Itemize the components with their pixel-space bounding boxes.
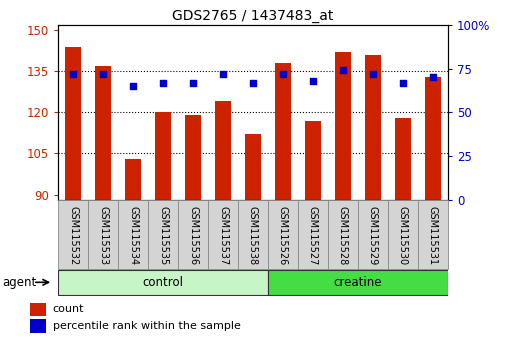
Bar [58,270,268,295]
Text: GSM115534: GSM115534 [128,206,138,265]
Bar [155,113,171,200]
Bar [274,63,291,200]
Bar [268,270,447,295]
Text: percentile rank within the sample: percentile rank within the sample [53,321,240,331]
Text: GSM115537: GSM115537 [218,206,228,265]
Bar [424,77,440,200]
Point [129,83,137,89]
Text: GSM115536: GSM115536 [188,206,197,265]
Text: GSM115538: GSM115538 [247,206,258,265]
Point [248,80,257,85]
Point [278,71,286,77]
Text: agent: agent [3,276,37,289]
Text: GSM115528: GSM115528 [337,206,347,265]
Point [69,71,77,77]
Text: GSM115535: GSM115535 [158,206,168,265]
Text: control: control [142,276,183,289]
Bar [118,200,148,269]
Point [308,78,316,84]
Bar [65,47,81,200]
Bar [184,115,201,200]
Bar [178,200,208,269]
Bar [387,200,417,269]
Bar [88,200,118,269]
Bar [214,102,231,200]
Point [428,74,436,80]
Point [189,80,197,85]
Bar [95,66,111,200]
Bar [30,319,46,333]
Text: GSM115532: GSM115532 [68,206,78,265]
Point [219,71,227,77]
Bar [364,55,380,200]
Text: GSM115526: GSM115526 [277,206,287,265]
Point [398,80,406,85]
Text: GSM115531: GSM115531 [427,206,437,265]
Bar [30,303,46,316]
Bar [125,159,141,200]
Bar [58,200,88,269]
Bar [208,200,237,269]
Bar [357,200,387,269]
Text: creatine: creatine [333,276,381,289]
Bar [394,118,410,200]
Text: GDS2765 / 1437483_at: GDS2765 / 1437483_at [172,9,333,23]
Bar [334,52,350,200]
Text: GSM115527: GSM115527 [308,206,317,265]
Point [159,80,167,85]
Text: GSM115529: GSM115529 [367,206,377,265]
Text: GSM115530: GSM115530 [397,206,407,265]
Point [338,68,346,73]
Text: count: count [53,304,84,314]
Bar [237,200,268,269]
Bar [297,200,327,269]
Bar [244,134,261,200]
Text: GSM115533: GSM115533 [98,206,108,265]
Bar [268,200,297,269]
Point [99,71,107,77]
Point [368,71,376,77]
Bar [148,200,178,269]
Bar [417,200,447,269]
Bar [327,200,357,269]
Bar [304,121,321,200]
